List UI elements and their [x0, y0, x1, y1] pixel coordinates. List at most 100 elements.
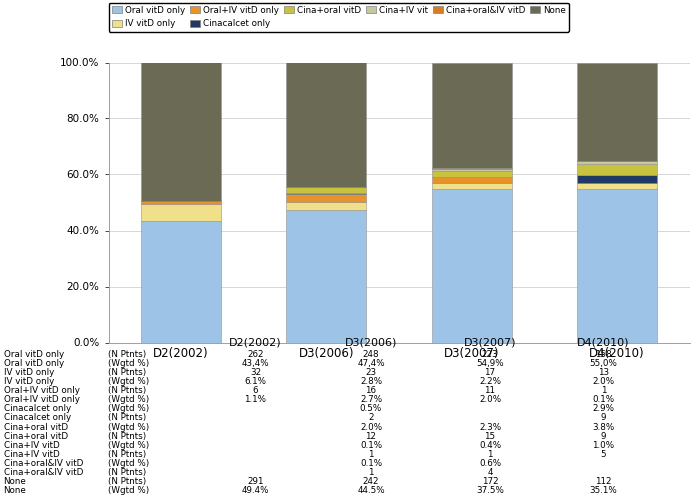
- Text: (N Ptnts): (N Ptnts): [108, 432, 147, 440]
- Text: 2.0%: 2.0%: [479, 396, 501, 404]
- Text: 1: 1: [601, 386, 606, 396]
- Bar: [286, 210, 366, 342]
- Bar: [432, 189, 512, 342]
- Text: (Wgtd %): (Wgtd %): [108, 377, 150, 386]
- Text: Cina+oral&IV vitD: Cina+oral&IV vitD: [4, 459, 83, 468]
- Text: 291: 291: [247, 477, 264, 486]
- Text: (Wgtd %): (Wgtd %): [108, 486, 150, 495]
- Text: 0.1%: 0.1%: [592, 396, 615, 404]
- Text: (N Ptnts): (N Ptnts): [108, 414, 147, 422]
- Text: 2.3%: 2.3%: [479, 422, 501, 432]
- Bar: [141, 221, 221, 342]
- Text: 3.8%: 3.8%: [592, 422, 615, 432]
- Bar: [141, 204, 221, 221]
- Text: 2.0%: 2.0%: [592, 377, 615, 386]
- Text: IV vitD only: IV vitD only: [4, 377, 54, 386]
- Bar: [286, 194, 366, 202]
- Text: 6.1%: 6.1%: [244, 377, 267, 386]
- Text: 2.2%: 2.2%: [479, 377, 501, 386]
- Text: Cina+oral vitD: Cina+oral vitD: [4, 432, 68, 440]
- Text: (Wgtd %): (Wgtd %): [108, 422, 150, 432]
- Text: 15: 15: [484, 432, 496, 440]
- Text: 2.0%: 2.0%: [360, 422, 382, 432]
- Text: 0.1%: 0.1%: [360, 440, 382, 450]
- Text: 262: 262: [247, 350, 264, 359]
- Text: 172: 172: [482, 477, 498, 486]
- Text: 1: 1: [487, 450, 493, 458]
- Text: Cina+IV vitD: Cina+IV vitD: [4, 440, 60, 450]
- Bar: [432, 177, 512, 182]
- Bar: [432, 168, 512, 170]
- Bar: [577, 188, 657, 342]
- Text: 37.5%: 37.5%: [476, 486, 504, 495]
- Text: 2: 2: [368, 414, 374, 422]
- Text: Oral vitD only: Oral vitD only: [4, 359, 64, 368]
- Text: Cina+oral&IV vitD: Cina+oral&IV vitD: [4, 468, 83, 477]
- Legend: Oral vitD only, IV vitD only, Oral+IV vitD only, Cinacalcet only, Cina+oral vitD: Oral vitD only, IV vitD only, Oral+IV vi…: [108, 2, 569, 32]
- Text: (Wgtd %): (Wgtd %): [108, 396, 150, 404]
- Text: (N Ptnts): (N Ptnts): [108, 468, 147, 477]
- Text: (Wgtd %): (Wgtd %): [108, 440, 150, 450]
- Text: D4(2010): D4(2010): [577, 338, 630, 347]
- Text: 54,9%: 54,9%: [476, 359, 504, 368]
- Text: 0.6%: 0.6%: [479, 459, 501, 468]
- Text: 16: 16: [365, 386, 377, 396]
- Bar: [577, 63, 657, 161]
- Text: 49.4%: 49.4%: [241, 486, 270, 495]
- Text: Cinacalcet only: Cinacalcet only: [4, 414, 71, 422]
- Bar: [286, 202, 366, 210]
- Text: 11: 11: [484, 386, 496, 396]
- Text: (N Ptnts): (N Ptnts): [108, 386, 147, 396]
- Text: 112: 112: [595, 477, 612, 486]
- Text: None: None: [4, 477, 27, 486]
- Text: 13: 13: [598, 368, 609, 377]
- Text: D3(2007): D3(2007): [463, 338, 517, 347]
- Text: 2.9%: 2.9%: [592, 404, 615, 413]
- Text: (Wgtd %): (Wgtd %): [108, 404, 150, 413]
- Bar: [577, 174, 657, 182]
- Text: 9: 9: [601, 414, 606, 422]
- Bar: [286, 188, 366, 193]
- Text: 1: 1: [368, 450, 374, 458]
- Text: D2(2002): D2(2002): [229, 338, 282, 347]
- Text: 5: 5: [601, 450, 606, 458]
- Text: 248: 248: [363, 350, 379, 359]
- Bar: [577, 164, 657, 174]
- Text: Oral vitD only: Oral vitD only: [4, 350, 64, 359]
- Text: 0.4%: 0.4%: [479, 440, 501, 450]
- Text: 12: 12: [365, 432, 377, 440]
- Text: (Wgtd %): (Wgtd %): [108, 459, 150, 468]
- Text: 6: 6: [253, 386, 258, 396]
- Text: (N Ptnts): (N Ptnts): [108, 350, 147, 359]
- Text: None: None: [4, 486, 27, 495]
- Bar: [141, 201, 221, 204]
- Text: 35.1%: 35.1%: [589, 486, 617, 495]
- Text: Oral+IV vitD only: Oral+IV vitD only: [4, 396, 79, 404]
- Text: (Wgtd %): (Wgtd %): [108, 359, 150, 368]
- Text: 242: 242: [363, 477, 379, 486]
- Text: D3(2006): D3(2006): [345, 338, 397, 347]
- Text: 9: 9: [601, 432, 606, 440]
- Text: 17: 17: [484, 368, 496, 377]
- Text: 1.0%: 1.0%: [592, 440, 615, 450]
- Text: 47,4%: 47,4%: [357, 359, 385, 368]
- Text: (N Ptnts): (N Ptnts): [108, 477, 147, 486]
- Text: 1.1%: 1.1%: [244, 396, 267, 404]
- Bar: [432, 63, 512, 168]
- Text: Cina+oral vitD: Cina+oral vitD: [4, 422, 68, 432]
- Text: Cina+IV vitD: Cina+IV vitD: [4, 450, 60, 458]
- Text: 158: 158: [595, 350, 612, 359]
- Bar: [432, 170, 512, 177]
- Text: 0.1%: 0.1%: [360, 459, 382, 468]
- Text: 2.7%: 2.7%: [360, 396, 382, 404]
- Bar: [286, 62, 366, 187]
- Text: 1: 1: [368, 468, 374, 477]
- Bar: [577, 161, 657, 164]
- Bar: [432, 182, 512, 189]
- Text: 2.8%: 2.8%: [360, 377, 382, 386]
- Text: 4: 4: [487, 468, 493, 477]
- Text: Oral+IV vitD only: Oral+IV vitD only: [4, 386, 79, 396]
- Text: (N Ptnts): (N Ptnts): [108, 368, 147, 377]
- Text: Cinacalcet only: Cinacalcet only: [4, 404, 71, 413]
- Text: 23: 23: [365, 368, 377, 377]
